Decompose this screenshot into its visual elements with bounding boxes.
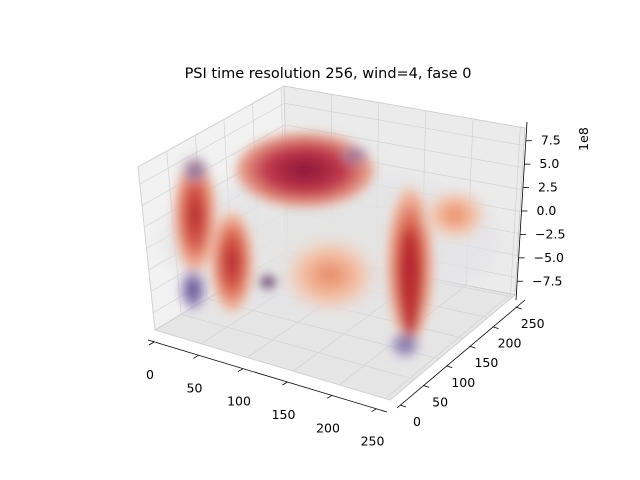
x-axis-line [147, 339, 388, 413]
x-tick-label: 100 [227, 394, 251, 409]
surface-trough-top [341, 145, 369, 165]
axes: 0501001502002500501001502002507.55.02.50… [146, 121, 565, 449]
surface-peak-right-back [423, 189, 487, 241]
z-tick-label: −2.5 [535, 226, 565, 241]
y-tick-label: 250 [521, 316, 545, 331]
surface-ridge-left [173, 155, 217, 275]
y-tick-label: 50 [432, 394, 448, 409]
y-axis-line [396, 299, 526, 409]
x-tick-label: 200 [316, 420, 340, 435]
z-tick-label: 5.0 [539, 156, 559, 171]
x-tick-mark [326, 394, 333, 399]
y-tick-mark [469, 345, 476, 349]
y-tick-label: 200 [498, 336, 522, 351]
z-tick-label: −7.5 [532, 273, 562, 288]
z-offset-label: 1e8 [576, 127, 591, 151]
surface-ridge-mid-left [210, 210, 254, 314]
x-tick-mark [193, 354, 199, 359]
x-tick-mark [148, 341, 155, 346]
surface-trough-bottom [389, 331, 421, 359]
y-tick-mark [423, 385, 430, 388]
x-tick-label: 150 [272, 407, 296, 422]
y-tick-label: 0 [413, 414, 421, 429]
x-tick-mark [237, 368, 244, 373]
y-tick-mark [515, 306, 522, 310]
z-tick-label: 7.5 [541, 133, 561, 148]
floor-grid-x-250 [385, 293, 511, 399]
floor-grid-y-0 [154, 329, 391, 401]
x-tick-mark [282, 381, 288, 386]
y-tick-label: 100 [451, 375, 475, 390]
x-tick-label: 250 [361, 434, 385, 449]
x-tick-mark [371, 408, 377, 413]
floor-grid-y-50 [180, 313, 415, 380]
y-tick-mark [446, 365, 453, 369]
z-tick-label: −5.0 [534, 250, 564, 265]
surface-ridge-right-core [398, 230, 422, 340]
surface-peak-back-top [235, 132, 375, 208]
chart-title: PSI time resolution 256, wind=4, fase 0 [185, 66, 472, 82]
x-tick-label: 50 [187, 380, 203, 395]
surface-trough-mid [259, 276, 277, 288]
wall-grid-z-0 [139, 102, 525, 185]
surface-peak-center [282, 237, 378, 313]
surface-trough-left-top [181, 156, 209, 184]
z-tick-label: 0.0 [537, 203, 557, 218]
surface-plot [160, 132, 500, 359]
y-tick-mark [492, 326, 499, 329]
y-tick-label: 150 [474, 355, 498, 370]
z-tick-label: 2.5 [538, 180, 558, 195]
x-tick-label: 0 [146, 367, 154, 382]
y-tick-mark [399, 404, 407, 408]
surface-ridge-left-bottom [179, 268, 207, 312]
